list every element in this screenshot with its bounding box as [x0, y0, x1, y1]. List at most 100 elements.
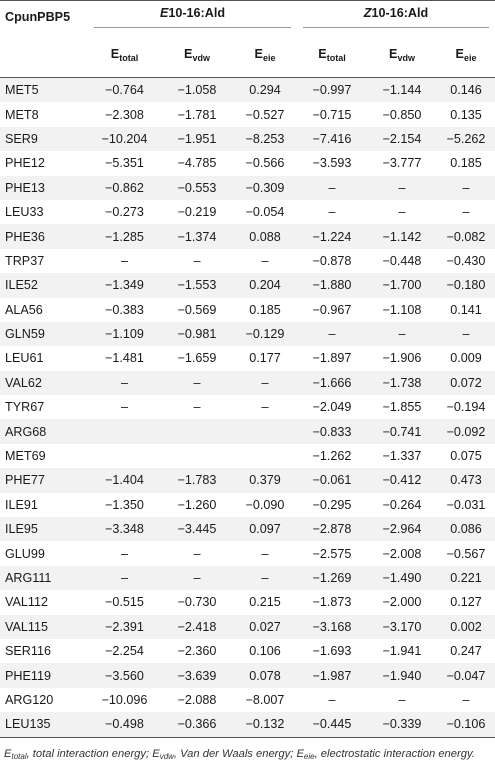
- energy-value: –: [161, 565, 233, 591]
- residue-name: GLN59: [0, 321, 88, 347]
- energy-value: −2.308: [88, 102, 161, 127]
- energy-value: −0.309: [233, 175, 297, 200]
- energy-value: −0.445: [297, 712, 367, 738]
- energy-value: –: [367, 175, 437, 200]
- energy-value: –: [88, 565, 161, 591]
- footnote-term: E: [4, 747, 12, 760]
- energy-value: −0.730: [161, 590, 233, 615]
- energy-value: −2.878: [297, 517, 367, 542]
- table-footnote: Etotal, total interaction energy; Evdw, …: [0, 738, 495, 765]
- footnote-term-sub: eie: [303, 751, 315, 761]
- energy-value: −1.897: [297, 346, 367, 371]
- energy-value: −2.008: [367, 541, 437, 566]
- energy-value: −3.777: [367, 151, 437, 176]
- energy-value: –: [161, 541, 233, 566]
- table-row: LEU61 −1.481 −1.659 0.177 −1.897 −1.906 0.009: [0, 346, 495, 371]
- energy-value: −8.253: [233, 126, 297, 152]
- energy-value: −1.880: [297, 273, 367, 298]
- table-row: TYR67– – – −2.049 −1.855 −0.194: [0, 395, 495, 420]
- energy-header-vdw: Evdw: [367, 33, 437, 78]
- energy-value: −0.567: [437, 541, 495, 566]
- table-body: MET5 −0.764 −1.058 0.294 −0.997 −1.144 0.146 ME…: [0, 77, 495, 738]
- residue-name: PHE13: [0, 175, 88, 200]
- energy-value: 0.106: [233, 638, 297, 664]
- footnote-desc: , total interaction energy;: [26, 747, 153, 760]
- footnote-term: E: [296, 747, 304, 760]
- energy-value: −1.659: [161, 346, 233, 371]
- energy-value: –: [367, 687, 437, 713]
- energy-value: 0.075: [437, 443, 495, 469]
- energy-value: −3.445: [161, 517, 233, 542]
- energy-value: −0.264: [367, 492, 437, 518]
- energy-value: −1.337: [367, 443, 437, 469]
- energy-value: −3.348: [88, 517, 161, 542]
- energy-value: –: [161, 370, 233, 396]
- energy-value: −0.566: [233, 151, 297, 176]
- residue-name: PHE12: [0, 151, 88, 176]
- energy-value: –: [88, 541, 161, 566]
- energy-value: −0.031: [437, 492, 495, 518]
- energy-value: –: [367, 321, 437, 347]
- energy-value: −0.833: [297, 419, 367, 444]
- energy-value: −0.981: [161, 321, 233, 347]
- energy-value: −1.058: [161, 77, 233, 103]
- residue-name: ILE91: [0, 492, 88, 518]
- energy-value: −0.878: [297, 248, 367, 274]
- residue-name: ARG111: [0, 565, 88, 591]
- residue-name: PHE77: [0, 468, 88, 493]
- energy-value: 0.473: [437, 468, 495, 493]
- table-row: LEU135 −0.498 −0.366 −0.132 −0.445 −0.339 −0.1…: [0, 712, 495, 738]
- energy-value: −0.194: [437, 395, 495, 420]
- energy-value: −0.092: [437, 419, 495, 444]
- energy-value: 0.127: [437, 590, 495, 615]
- table-row: PHE36 −1.285 −1.374 0.088 −1.224 −1.142 −0.082: [0, 224, 495, 249]
- energy-value: −2.964: [367, 517, 437, 542]
- energy-value: −0.967: [297, 297, 367, 322]
- energy-value: –: [233, 395, 297, 420]
- energy-value: −2.049: [297, 395, 367, 420]
- energy-value: −0.090: [233, 492, 297, 518]
- energy-value: –: [437, 199, 495, 225]
- energy-value: [161, 419, 233, 444]
- energy-value: 0.002: [437, 614, 495, 639]
- residue-name: MET69: [0, 443, 88, 469]
- energy-value: −0.047: [437, 663, 495, 688]
- table-row: ARG111– – – −1.269 −1.490 0.221: [0, 565, 495, 591]
- energy-value: –: [88, 395, 161, 420]
- energy-value: −0.498: [88, 712, 161, 738]
- table-row: GLU99– – – −2.575 −2.008 −0.567: [0, 541, 495, 566]
- energy-value: −0.273: [88, 199, 161, 225]
- table-row: ARG120 −10.096 −2.088 −8.007– – –: [0, 687, 495, 713]
- energy-value: –: [297, 687, 367, 713]
- energy-value: [161, 443, 233, 469]
- residue-name: VAL112: [0, 590, 88, 615]
- residue-name: VAL115: [0, 614, 88, 639]
- energy-value: −5.351: [88, 151, 161, 176]
- energy-value: 0.215: [233, 590, 297, 615]
- energy-value: −0.569: [161, 297, 233, 322]
- energy-value: −0.862: [88, 175, 161, 200]
- energy-value: 0.072: [437, 370, 495, 396]
- energy-value: –: [233, 370, 297, 396]
- table-row: ILE91 −1.350 −1.260 −0.090 −0.295 −0.264 −0.03…: [0, 492, 495, 518]
- residue-name: ALA56: [0, 297, 88, 322]
- energy-value: –: [367, 199, 437, 225]
- energy-value: 0.088: [233, 224, 297, 249]
- energy-value: 0.247: [437, 638, 495, 664]
- energy-header-vdw: Evdw: [161, 33, 233, 78]
- energy-value: 0.185: [437, 151, 495, 176]
- table-header: CpunPBP5 E10-16:Ald Z10-16:Ald Etotal Evd…: [0, 0, 495, 78]
- residue-name: PHE119: [0, 663, 88, 688]
- energy-value: −0.553: [161, 175, 233, 200]
- residue-name: MET5: [0, 77, 88, 103]
- energy-value: −1.481: [88, 346, 161, 371]
- table-row: VAL62– – – −1.666 −1.738 0.072: [0, 370, 495, 396]
- residue-name: ARG68: [0, 419, 88, 444]
- energy-value: −7.416: [297, 126, 367, 152]
- energy-value: −0.132: [233, 712, 297, 738]
- energy-value: –: [437, 321, 495, 347]
- energy-value: −1.490: [367, 565, 437, 591]
- table-row: SER9 −10.204 −1.951 −8.253 −7.416 −2.154 −5.26…: [0, 126, 495, 152]
- energy-value: −2.254: [88, 638, 161, 664]
- table-row: PHE13 −0.862 −0.553 −0.309– – –: [0, 175, 495, 200]
